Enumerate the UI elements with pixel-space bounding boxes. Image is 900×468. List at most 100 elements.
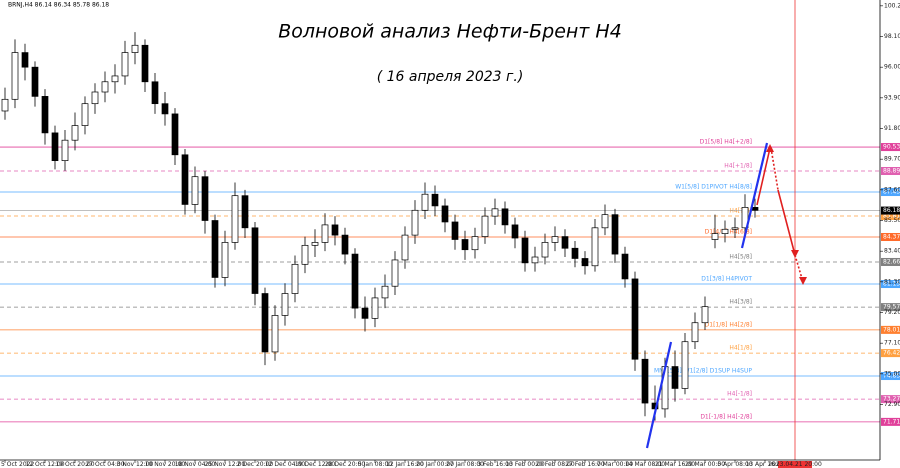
candle-body [521,237,529,264]
candle-body [71,125,79,141]
candles [1,32,759,421]
candle-body [91,91,99,105]
x-tick-label: 7 Mar 00:00 [597,461,633,468]
y-tick-label: 98.10 [884,33,900,40]
level-price: 81.15 [883,281,900,288]
level-badge [881,417,900,426]
arrow-head [791,250,799,258]
forecast-arrow [777,189,796,256]
level-label: MN1[5/8] W1[2/8] D1SUP H4SUP [654,368,752,375]
candle-body [211,220,219,278]
y-tick-label: 77.10 [884,340,900,347]
candle-body [371,297,379,319]
candle-body [471,236,479,251]
x-tick-label: 27 Jan 08:00 [446,461,484,468]
y-tick-label: 96.00 [884,64,900,71]
level-badge [881,257,900,266]
x-tick-label: 29 Mar 00:00 [685,461,725,468]
level-label: D1[3/8] H4PIVOT [701,276,752,283]
x-tick-label: 25 Nov 12:00 [205,461,246,468]
candle-body [641,358,649,404]
chart-subtitle: ( 16 апреля 2023 г.) [377,69,524,85]
candle-body [121,52,129,77]
candle-body [41,96,49,134]
x-tick-label: 28 Dec 20:00 [325,461,366,468]
candle-body [401,234,409,261]
level-badge [881,395,900,404]
current-price-badge [881,206,900,215]
level-badge [881,188,900,197]
candle-body [21,52,29,68]
x-tick-label: 21 Mar 16:00 [655,461,695,468]
candle-body [751,207,759,211]
candle-body [361,307,369,319]
x-tick-label: 2 Dec 20:00 [237,461,274,468]
candle-body [261,293,269,353]
x-tick-label: 12 Jan 16:00 [386,461,424,468]
candle-body [501,208,509,226]
x-tick-label: 19 Oct 20:00 [55,461,94,468]
level-label: D1[5/8] H4[+2/8] [700,139,752,146]
level-label: H4[1/8] [729,345,752,352]
candle-body [581,258,589,267]
candle-body [711,233,719,240]
candle-body [131,44,139,53]
candle-body [591,227,599,267]
candle-body [691,322,699,343]
candle-body [511,224,519,239]
candle-body [111,75,119,83]
candle-body [161,103,169,115]
candle-body [431,193,439,207]
level-badge [881,143,900,152]
level-price: 74.85 [883,373,900,380]
x-tick-label: 3 Feb 16:00 [477,461,513,468]
candle-body [541,242,549,258]
candle-body [391,259,399,287]
candle-body [701,306,709,324]
current-price-label: 86.18 [883,207,900,214]
level-label: H4[-1/8] [727,391,752,398]
level-price: 88.89 [883,168,900,175]
y-tick-label: 100.20 [884,2,900,9]
level-label: W1[5/8] D1PIVOT H4[8/8] [675,184,752,191]
x-tick-label: 13 Apr 16:00 [745,461,784,468]
candle-body [741,207,749,229]
x-tick-label: 27 Feb 16:00 [565,461,605,468]
candle-body [491,208,499,217]
candle-body [571,247,579,259]
candle-body [451,221,459,240]
candle-body [101,81,109,93]
candle-body [421,193,429,211]
wave-line [740,142,769,249]
candle-body [141,44,149,83]
y-tick-label: 91.80 [884,125,900,132]
candle-body [231,195,239,243]
x-tick-label: 12 Oct 12:00 [25,461,64,468]
level-badge [881,233,900,242]
candle-body [181,154,189,205]
x-tick-label: 2023.04.21 20:00 [768,461,822,468]
arrow-head [766,144,774,152]
level-price: 82.66 [883,258,900,265]
level-badge [881,280,900,289]
candle-body [301,244,309,265]
level-badge [881,349,900,358]
level-price: 87.45 [883,189,900,196]
candle-body [51,132,59,161]
candle-body [481,215,489,237]
level-price: 71.71 [883,418,900,425]
level-label: H4[7/8] [729,207,752,214]
symbol-header: BRNJ,H4 86.14 86.34 85.78 86.18 [8,2,109,9]
level-label: H4[+1/8] [724,163,752,170]
candle-body [271,315,279,353]
candle-body [621,253,629,280]
candle-body [441,205,449,223]
candle-body [81,103,89,126]
x-tick-label: 12 Dec 04:00 [265,461,306,468]
candle-body [151,81,159,105]
wave-line [645,341,673,449]
candle-body [531,256,539,264]
x-tick-label: 20 Feb 08:00 [535,461,575,468]
